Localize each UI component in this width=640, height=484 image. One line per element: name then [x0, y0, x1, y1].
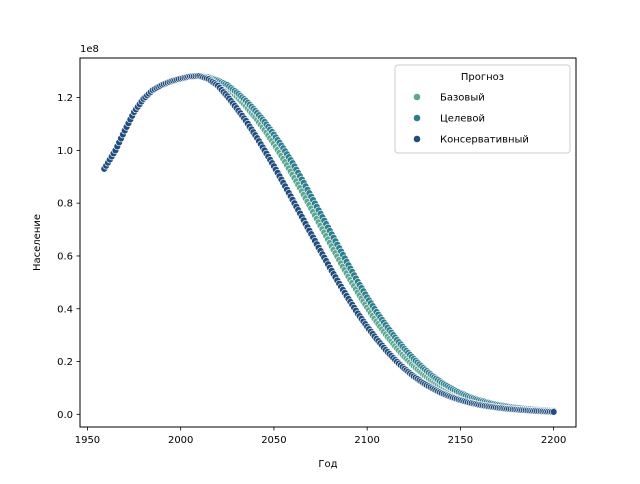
- legend-box: [394, 64, 571, 154]
- y-tick-label: 0.8: [57, 199, 73, 210]
- y-tick-label: 0.0: [57, 410, 73, 421]
- y-tick-label: 1.2: [57, 93, 73, 104]
- x-tick-label: 1950: [75, 435, 100, 446]
- legend-label: Консервативный: [440, 135, 529, 146]
- x-tick-label: 2050: [261, 435, 286, 446]
- y-axis-label: Население: [32, 214, 43, 271]
- y-tick-label: 0.4: [57, 304, 73, 315]
- y-multiplier-label: 1e8: [80, 44, 99, 55]
- x-axis-label: Год: [318, 459, 337, 470]
- legend-title: Прогноз: [461, 72, 504, 83]
- legend-label: Базовый: [440, 93, 485, 104]
- legend-marker: [413, 135, 421, 143]
- x-tick-label: 2100: [354, 435, 379, 446]
- legend-label: Целевой: [440, 114, 485, 125]
- data-point: [549, 408, 558, 416]
- y-tick-label: 0.6: [57, 251, 73, 262]
- x-tick-label: 2200: [541, 435, 566, 446]
- y-tick-label: 1.0: [57, 146, 73, 157]
- x-tick-label: 2150: [448, 435, 473, 446]
- series-2: [100, 72, 558, 416]
- legend-marker: [413, 114, 421, 122]
- y-axis: 0.0 0.2 0.4 0.6 0.8 1.0 1.2: [57, 93, 80, 421]
- x-axis: 1950 2000 2050 2100 2150 2200: [75, 427, 566, 446]
- legend: Прогноз Базовый Целевой Консервативный: [394, 64, 571, 154]
- legend-marker: [413, 93, 421, 101]
- legend-entries: Базовый Целевой Консервативный: [413, 93, 529, 146]
- points-layer: [100, 72, 558, 416]
- y-tick-label: 0.2: [57, 357, 73, 368]
- x-tick-label: 2000: [168, 435, 193, 446]
- plot-frame: [79, 57, 577, 428]
